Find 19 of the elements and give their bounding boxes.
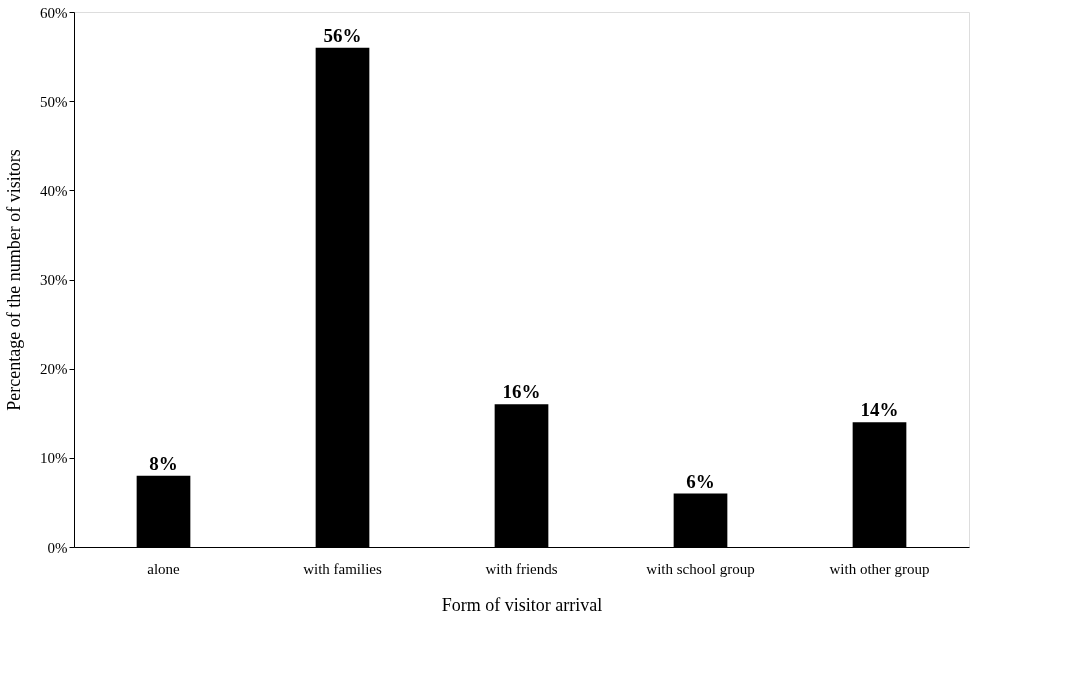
data-label: 6% xyxy=(686,470,715,492)
x-axis-title: Form of visitor arrival xyxy=(441,594,603,615)
y-axis-title: Percentage of the number of visitors xyxy=(4,149,24,411)
y-tick-label: 50% xyxy=(40,93,68,110)
y-tick-label: 40% xyxy=(40,182,68,199)
x-tick-label: with friends xyxy=(485,560,558,577)
data-label: 56% xyxy=(323,24,362,46)
x-tick-label: with school group xyxy=(646,560,755,577)
data-label: 8% xyxy=(149,452,178,474)
y-tick-label: 0% xyxy=(47,539,68,556)
y-tick-label: 60% xyxy=(40,4,68,21)
data-label: 16% xyxy=(502,381,541,403)
y-tick-label: 20% xyxy=(40,361,68,378)
x-tick-label: with other group xyxy=(829,560,930,577)
y-tick-label: 10% xyxy=(40,450,68,467)
data-label: 14% xyxy=(860,399,899,421)
x-tick-label: alone xyxy=(147,560,181,577)
x-tick-label: with families xyxy=(303,560,383,577)
y-tick-label: 30% xyxy=(40,272,68,288)
